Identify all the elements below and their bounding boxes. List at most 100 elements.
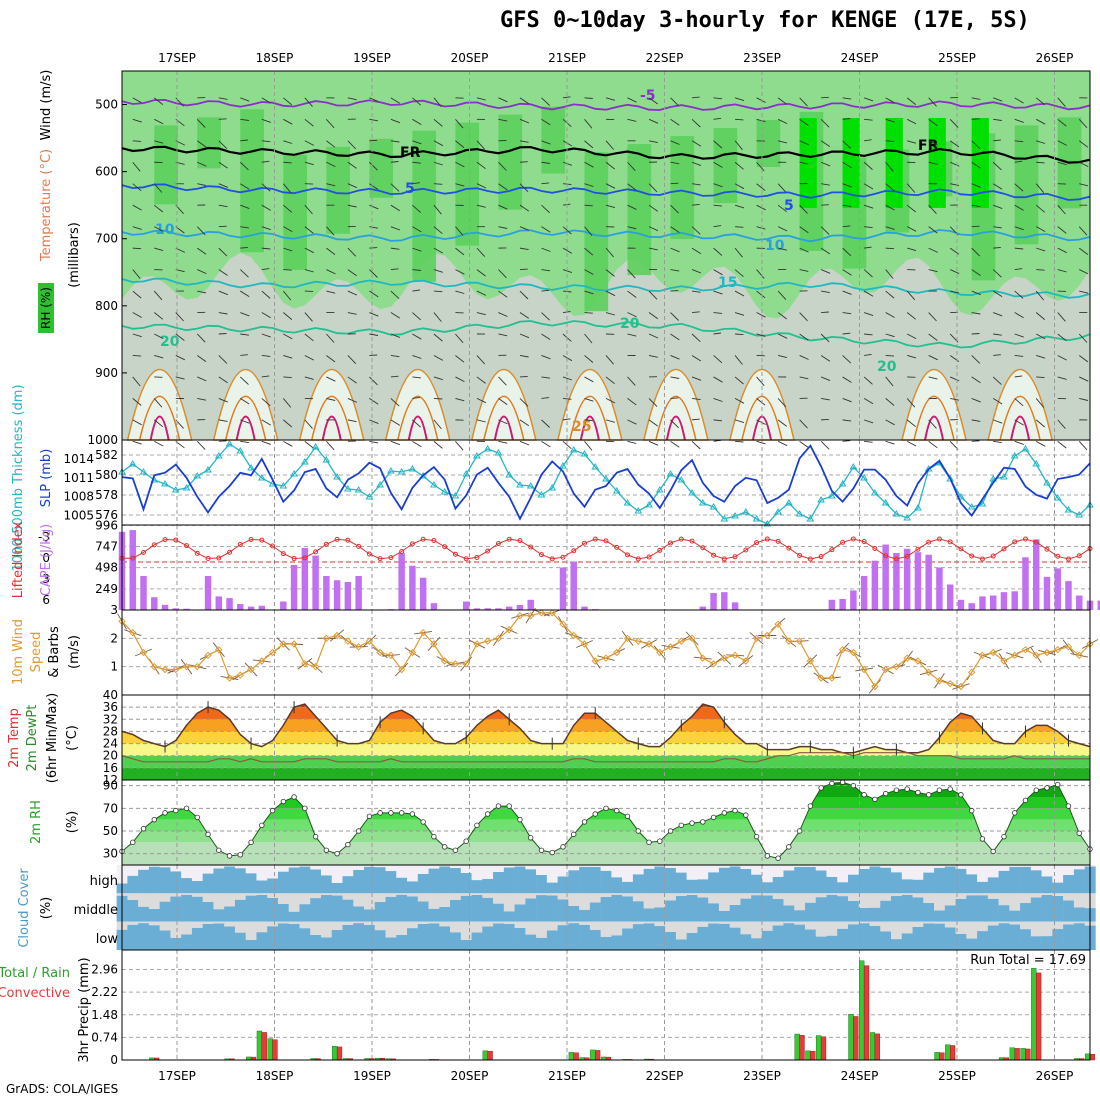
cloud-bar [815,936,827,950]
wind-barb [1078,441,1088,451]
wind-barb [1036,118,1046,125]
wind-barb [304,118,314,127]
wind-barb [1014,333,1024,338]
wind-barb [498,290,508,298]
cloud-gap [998,921,1010,924]
cloud-gap [374,921,386,931]
wind-barb [605,419,616,423]
cloud-bar [772,925,784,950]
wind-barb [648,312,659,320]
wind-barb [842,419,852,422]
cloud-gap [159,921,171,931]
cape-bar [527,599,534,610]
cloud-gap [955,865,967,869]
lifted-marker [517,538,523,544]
wind-marker [1064,643,1073,651]
rh-patch [326,146,351,234]
temp-tick: 12 [103,773,118,787]
wind-barb [670,440,680,448]
wind-barb [175,312,184,322]
date-label-top: 22SEP [646,51,684,65]
lifted-marker [678,536,684,542]
thickness-marker [204,466,212,473]
lifted-marker [173,537,179,543]
cloud-gap [697,893,709,898]
cloud-gap [138,921,150,924]
wind-barb [928,140,938,146]
precip-total-bar [859,960,865,1061]
cloud-bar [331,895,343,922]
cloud-bar [1020,903,1032,922]
cloud-gap [546,865,558,883]
precip-conv-bar [595,1050,601,1061]
cloud-gap [267,893,279,898]
temp-contour-25 [999,395,1041,441]
lifted-marker [205,555,211,561]
wind-marker [709,660,718,668]
rh-marker [936,787,943,793]
cloud-gap [310,865,322,870]
wind-barb [412,140,422,145]
wind-barb [347,312,357,315]
cloud-gap [966,865,978,875]
wind-barb [196,333,206,343]
cloud-bar [514,904,526,922]
precip-conv-bar [949,1045,956,1061]
cloud-gap [1030,921,1042,937]
wind-marker [161,665,169,674]
wind-barb [584,312,593,314]
ylabel-wind-unit: (m/s) [67,635,82,669]
wind-barb [1014,204,1024,211]
wind-barb [605,355,614,365]
rh-marker [904,786,910,792]
lifted-marker [829,547,835,553]
cloud-gap [493,921,505,924]
wind-barb [197,140,207,148]
wind-marker [311,662,320,671]
lifted-marker [635,556,641,562]
cloud-gap [632,865,644,875]
cloud-gap [353,921,365,924]
wind-barb [670,376,680,379]
wind-barb [885,355,895,357]
cloud-gap [891,893,903,897]
cloud-bar [536,937,548,950]
wind-barb [648,226,659,232]
wind-barb [713,269,723,276]
wind-barb [949,140,960,148]
wind-barb [928,440,938,449]
cloud-gap [826,921,838,936]
cape-bar [129,530,136,610]
cloud-gap [751,865,763,875]
wind-barb [433,183,443,185]
precip-total-bar [1031,968,1037,1061]
run-total: Run Total = 17.69 [970,953,1086,968]
temp-line [121,703,1091,754]
wind-barb [584,290,594,295]
rh-patch [756,119,781,167]
rh-marker [1022,797,1029,804]
cloud-gap [869,921,881,926]
dewpoint-line [121,752,1090,763]
wind-marker [527,611,535,620]
cloud-gap [794,865,806,867]
cloud-gap [277,921,290,924]
wind-barb [584,355,594,363]
thickness-marker [1010,452,1019,459]
wind-marker [494,634,503,643]
thickness-marker [827,492,836,499]
cloud-bar [923,872,935,894]
thickness-marker [1000,473,1008,480]
lifted-marker [872,546,878,552]
rh-marker [893,787,900,793]
precip-total-bar [869,1032,876,1061]
cloud-bar [686,894,698,922]
wind-barb [369,226,379,229]
wind-barb [713,97,723,100]
wind-barb [390,355,400,358]
wind-barb [1014,355,1024,357]
cloud-bar [600,936,612,950]
wind-barb [648,355,658,358]
cloud-bar [579,909,591,922]
rh-patch [713,128,738,204]
